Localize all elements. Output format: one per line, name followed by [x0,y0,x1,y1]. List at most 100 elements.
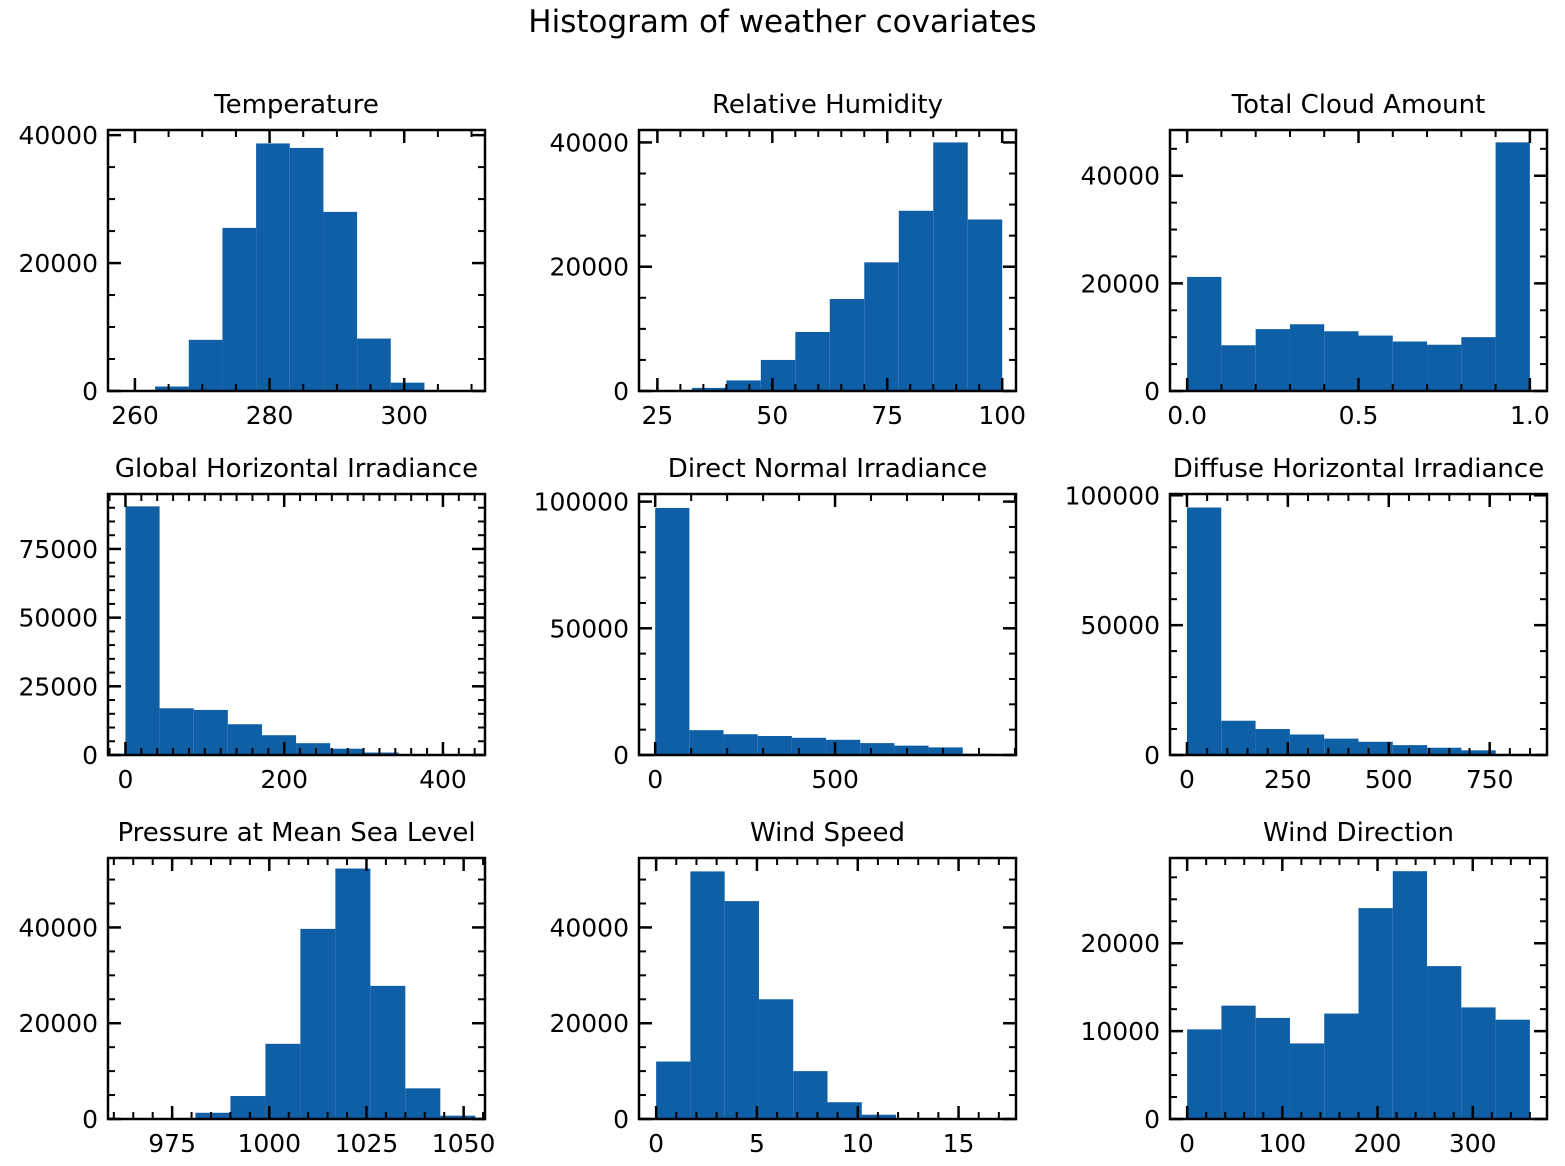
histogram-bar [690,871,725,1119]
y-tick-label: 20000 [1080,929,1160,958]
histogram-bar [390,382,425,391]
y-tick-label: 0 [613,741,629,770]
histogram-bar [655,507,690,755]
histogram-bar [1324,331,1359,391]
histogram-bar [125,506,160,755]
histogram-bar [195,1112,231,1119]
x-tick-label: 0.5 [1339,401,1379,430]
histogram-bar [1324,738,1359,755]
x-tick-label: 0 [1179,765,1195,794]
histogram-bar [1289,324,1325,391]
y-tick-label: 0 [82,377,98,406]
histogram-bar [1461,337,1496,391]
subplot-2: 25 50 75 100 0 20000 40000 Relative Humidity [549,90,1026,430]
y-tick-label: 50000 [18,604,98,633]
plot-frame [106,856,487,1121]
histogram-bar [757,735,792,755]
x-tick-label: 0 [648,1129,664,1158]
histogram-bar [689,730,724,755]
y-tick-label: 50000 [549,614,629,643]
plot-frame [637,856,1018,1121]
y-tick-label: 40000 [18,913,98,942]
histogram-bar [795,331,830,391]
subplot-title: Diffuse Horizontal Irradiance [1173,454,1544,484]
plot-frame [106,128,487,393]
histogram-bar [928,747,963,755]
histogram-bar [1221,1005,1256,1119]
histogram-bar [256,143,290,391]
histogram-bar [1358,335,1393,391]
histogram-bar [793,1071,828,1119]
histogram-bar [1392,871,1428,1119]
histogram-bar [1427,966,1462,1119]
histogram-bar [440,1115,476,1119]
histogram-bar [894,745,929,755]
subplot-title: Wind Direction [1263,818,1454,848]
x-tick-label: 500 [811,765,859,794]
subplot-4: 0 200 400 0 25000 50000 75000 Global Horizontal… [18,454,487,794]
histogram-bar [1187,276,1222,391]
y-tick-label: 25000 [18,672,98,701]
plot-frame [637,128,1018,393]
subplot-7: 975 1000 1025 1050 0 20000 40000 Pressure at Me… [18,818,495,1158]
histogram-bar [265,1043,301,1119]
histogram-bar [261,735,297,755]
histogram-bar [1461,750,1496,755]
histogram-bar [1255,329,1290,391]
histogram-bar [300,928,336,1119]
y-tick-label: 20000 [1080,269,1160,298]
histogram-bar [724,901,759,1119]
plot-frame [1168,492,1549,757]
x-tick-label: 5 [749,1129,765,1158]
histogram-bar [898,210,934,391]
histogram-bar [1495,142,1530,391]
y-tick-label: 100000 [1065,481,1160,510]
subplot-title: Relative Humidity [712,90,943,120]
y-tick-label: 40000 [549,128,629,157]
y-tick-label: 0 [1144,377,1160,406]
histogram-bar [155,386,189,391]
histogram-bar [933,142,968,391]
y-tick-label: 0 [613,1105,629,1134]
x-tick-label: 0 [1179,1129,1195,1158]
histogram-bar [1427,344,1462,391]
subplot-8: 0 5 10 15 0 20000 40000 Wind Speed [549,818,1018,1158]
x-tick-label: 280 [246,401,294,430]
subplot-title: Temperature [213,90,379,120]
y-tick-label: 40000 [1080,162,1160,191]
histogram-bar [1324,1013,1359,1119]
x-tick-label: 100 [978,401,1026,430]
y-tick-label: 20000 [549,253,629,282]
x-tick-label: 100 [1258,1129,1306,1158]
histogram-bar [826,739,861,755]
x-tick-label: 0 [118,765,134,794]
x-tick-label: 250 [1264,765,1312,794]
plot-frame [637,492,1018,757]
x-tick-label: 1050 [432,1129,496,1158]
histogram-bar [758,999,794,1119]
histogram-bar [861,1114,897,1119]
y-tick-label: 0 [82,741,98,770]
histogram-bar [829,299,865,391]
y-tick-label: 75000 [18,535,98,564]
subplot-5: 0 500 0 50000 100000 Direct Normal Irradiance [534,454,1018,794]
x-tick-label: 260 [111,401,159,430]
histogram-bar [159,708,194,755]
x-tick-label: 1.0 [1510,401,1550,430]
subplot-3: 0.0 0.5 1.0 0 20000 40000 Total Cloud Amount [1080,90,1549,430]
histogram-bar [1358,741,1393,755]
histogram-bar [188,339,223,391]
histogram-bar [1358,908,1393,1119]
subplot-title: Global Horizontal Irradiance [115,454,478,484]
subplot-title: Direct Normal Irradiance [668,454,987,484]
histogram-bar [1392,341,1428,391]
subplot-title: Wind Speed [750,818,905,848]
x-tick-label: 50 [756,401,788,430]
histogram-bar [296,743,331,755]
histogram-bar [726,380,761,391]
histogram-bar [357,338,391,391]
y-tick-label: 0 [613,377,629,406]
x-tick-label: 300 [380,401,428,430]
x-tick-label: 10 [842,1129,874,1158]
